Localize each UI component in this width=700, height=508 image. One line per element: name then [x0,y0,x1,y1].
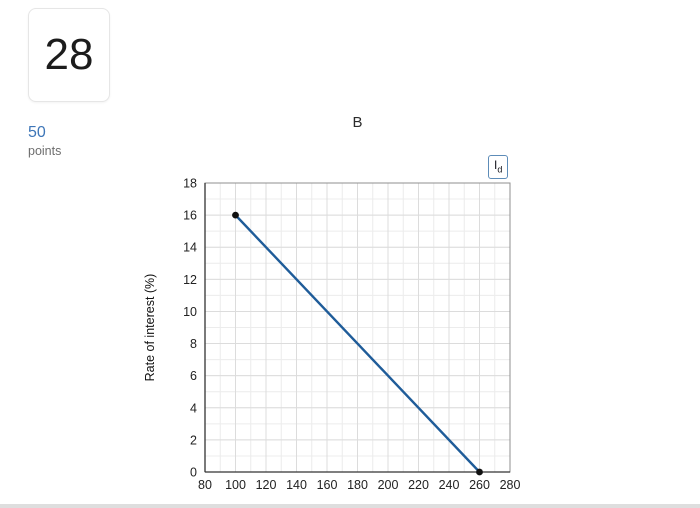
question-number: 28 [44,30,94,79]
line-chart-svg: 80 100 120 140 160 180 200 220 240 260 280 0 2 4 6 8 10 1… [143,177,520,493]
y-tick-label: 4 [190,401,197,415]
x-tick-label: 180 [347,478,368,492]
y-tick-label: 2 [190,433,197,447]
x-tick-label: 160 [317,478,338,492]
y-tick-label: 16 [183,209,197,223]
data-point-marker [232,211,239,219]
question-number-card: 28 [28,8,110,102]
chart-legend: Id [488,155,509,180]
x-tick-label: 220 [408,478,429,492]
y-tick-label: 18 [183,177,197,191]
y-tick-label: 12 [183,273,197,287]
demand-for-investment-chart: B Id 80 100 120 140 160 180 200 220 240 260 280 0 2 4… [140,110,535,505]
chart-title: B [352,114,363,131]
y-tick-label: 0 [190,466,197,480]
x-tick-label: 140 [286,478,307,492]
points-block: 50 points [28,124,61,158]
series-line-Id [234,213,481,474]
legend-label-main: I [494,158,498,172]
y-tick-label: 8 [190,337,197,351]
x-tick-label: 100 [225,478,246,492]
y-tick-label: 6 [190,369,197,383]
x-tick-label: 120 [256,478,277,492]
x-tick-label: 240 [439,478,460,492]
y-axis-label: Rate of interest (%) [143,274,157,382]
x-tick-label: 280 [500,478,520,492]
points-value: 50 [28,124,46,141]
legend-label-sub: d [497,164,503,175]
y-tick-label: 14 [183,241,197,255]
x-tick-label: 260 [469,478,490,492]
y-tick-label: 10 [183,305,197,319]
points-label: points [28,144,62,158]
page-bottom-divider [0,504,700,508]
data-point-marker [476,468,483,476]
x-tick-label: 200 [378,478,399,492]
x-tick-label: 80 [198,478,212,492]
